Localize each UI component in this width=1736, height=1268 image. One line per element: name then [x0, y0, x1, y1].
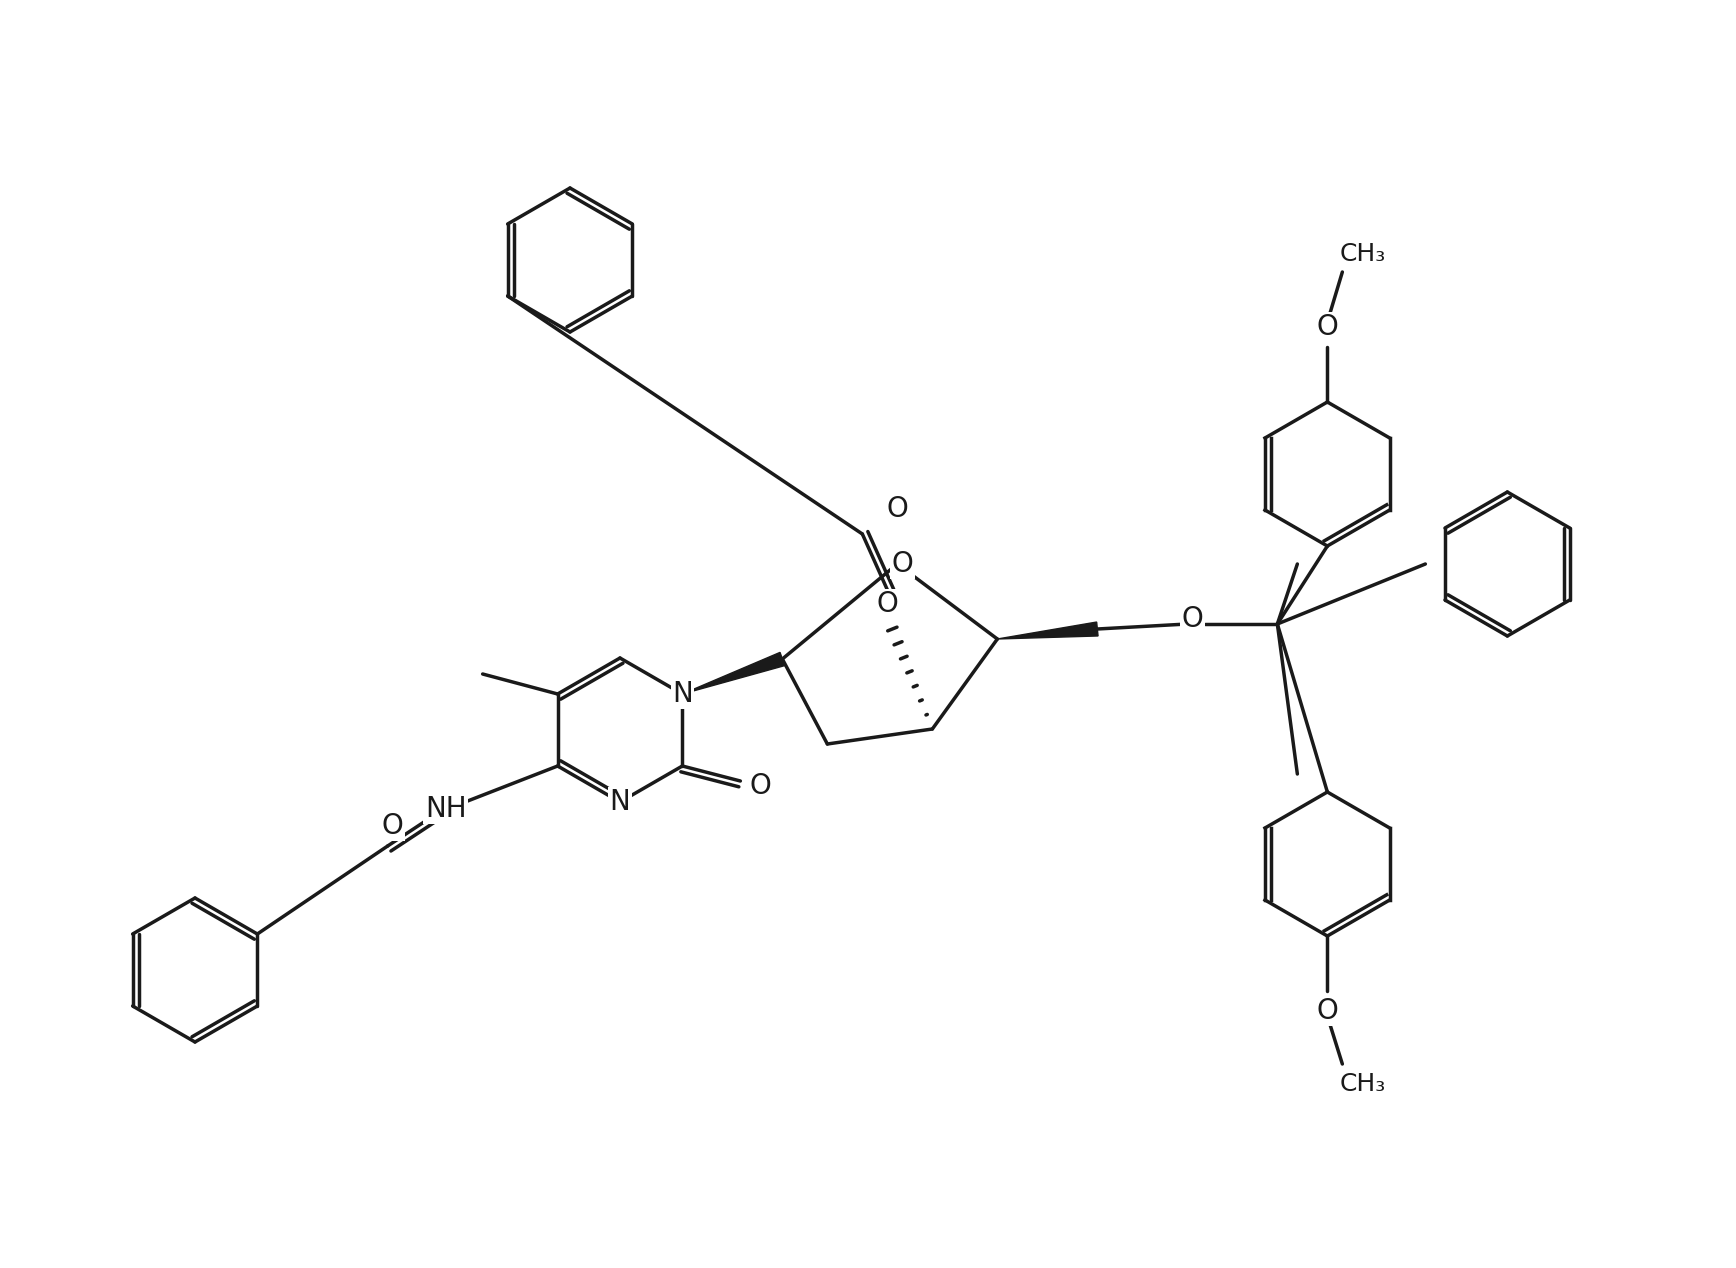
Text: CH₃: CH₃ — [1338, 1071, 1385, 1096]
Text: NH: NH — [425, 795, 467, 823]
Text: O: O — [382, 812, 403, 839]
Text: N: N — [609, 787, 630, 817]
Text: O: O — [1182, 605, 1203, 633]
Text: O: O — [1316, 313, 1338, 341]
Text: O: O — [1316, 997, 1338, 1025]
Polygon shape — [682, 653, 785, 694]
Text: O: O — [887, 495, 908, 522]
Text: O: O — [750, 772, 771, 800]
Text: O: O — [892, 550, 913, 578]
Text: O: O — [877, 590, 898, 618]
Text: N: N — [672, 680, 693, 708]
Text: CH₃: CH₃ — [1338, 242, 1385, 266]
Polygon shape — [998, 623, 1099, 639]
